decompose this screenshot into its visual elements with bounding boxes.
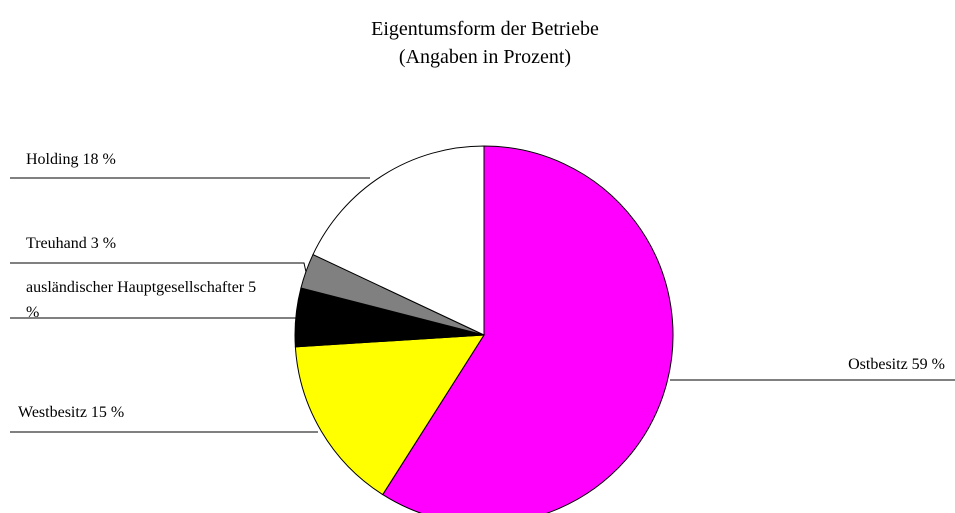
slice-label: Treuhand 3 % [26,231,266,256]
slice-label: ausländischer Hauptgesellschafter 5 % [26,275,266,325]
pie-slice [294,334,485,496]
category-label: Treuhand [26,235,87,252]
category-label: ausländischer Hauptgesellschafter [26,279,245,296]
chart-subtitle: (Angaben in Prozent) [398,46,572,68]
chart-title: Eigentumsform der Betriebe [371,18,599,40]
slice-label: Holding 18 % [26,147,266,172]
slice-label: Westbesitz 15 % [18,400,258,425]
value-label: 3 % [90,235,117,252]
leader-line [10,262,307,273]
value-label: 59 % [911,356,945,373]
value-label: 18 % [82,151,116,168]
pie-slice [382,145,674,513]
slice-label: Ostbesitz 59 % [705,352,945,377]
category-label: Ostbesitz [848,356,908,373]
category-label: Holding [26,151,79,168]
pie-slice [312,145,485,336]
category-label: Westbesitz [18,404,87,421]
value-label: 5 % [26,279,257,321]
value-label: 15 % [90,404,125,421]
